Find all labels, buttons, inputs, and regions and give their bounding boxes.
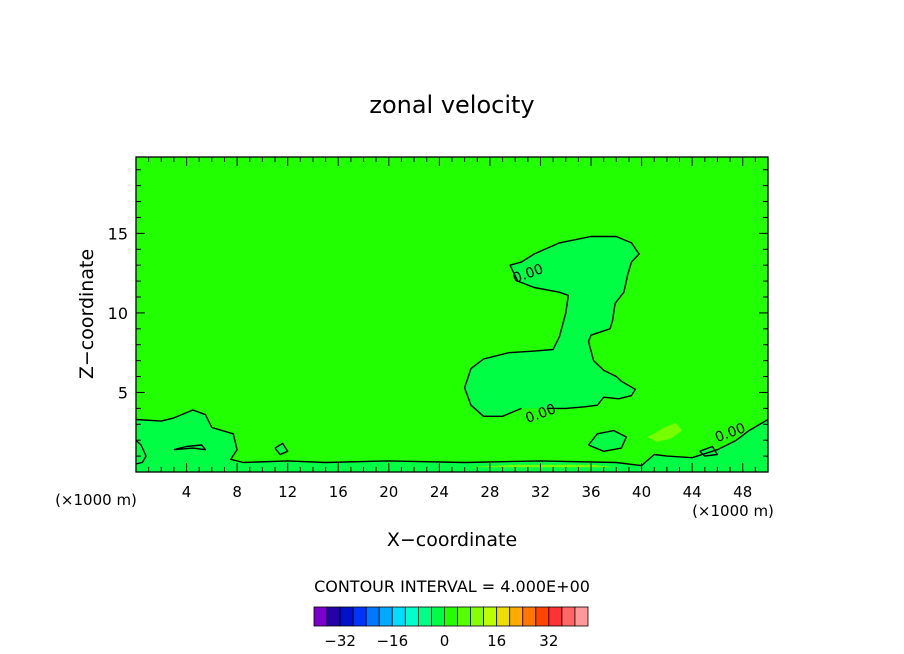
contour-lines <box>136 235 768 467</box>
colorbar-tick-label: −16 <box>376 632 408 650</box>
x-tick-label: 28 <box>480 483 499 501</box>
colorbar-swatch <box>404 606 419 627</box>
y-tick-label: 15 <box>108 224 128 243</box>
colorbar-swatch <box>339 606 354 627</box>
contour-line-4 <box>699 445 719 457</box>
colorbar-swatch <box>561 606 576 627</box>
contour-region-level-2-1 <box>136 410 768 472</box>
y-axis-ticks: 5 10 15 <box>108 169 768 457</box>
contour-line-0 <box>463 235 640 417</box>
x-tick-label: 4 <box>182 483 192 501</box>
colorbar-swatch <box>326 606 341 627</box>
contour-line-2 <box>587 429 628 452</box>
colorbar-swatch <box>548 606 563 627</box>
y-tick-label: 10 <box>108 304 128 323</box>
contour-region-level-2-0 <box>464 236 640 417</box>
contour-line-6 <box>136 439 147 465</box>
colorbar-swatch <box>313 606 328 627</box>
x-tick-label: 12 <box>278 483 297 501</box>
colorbar-tick-label: 0 <box>440 632 450 650</box>
colorbar-swatch <box>483 606 498 627</box>
colorbar <box>313 606 589 627</box>
colorbar-swatch <box>470 606 485 627</box>
x-tick-label: 40 <box>632 483 651 501</box>
colorbar-swatch <box>365 606 380 627</box>
x-tick-label: 32 <box>531 483 550 501</box>
x-tick-label: 24 <box>430 483 449 501</box>
colorbar-swatch <box>444 606 458 627</box>
colorbar-swatch <box>378 606 393 627</box>
y-tick-label: 5 <box>118 383 128 402</box>
contour-line-1 <box>136 409 768 467</box>
x-axis-label: X−coordinate <box>387 529 517 551</box>
y-axis-label: Z−coordinate <box>76 249 98 379</box>
colorbar-labels: −32 −16 0 16 32 <box>324 632 558 650</box>
x-axis-unit-right: (×1000 m) <box>692 502 774 520</box>
contour-region-level-2-2 <box>588 430 627 452</box>
colorbar-swatch <box>509 606 524 627</box>
contour-region-level-6-5 <box>647 422 682 442</box>
colorbar-tick-label: 16 <box>487 632 506 650</box>
x-axis-ticks: 4 8 12 16 20 24 28 32 36 40 44 48 <box>148 157 756 501</box>
colorbar-tick-label: −32 <box>324 632 356 650</box>
contour-fill-regions <box>136 236 768 472</box>
colorbar-swatch <box>391 606 406 627</box>
x-tick-label: 20 <box>379 483 398 501</box>
colorbar-swatch <box>352 606 367 627</box>
x-tick-label: 36 <box>581 483 600 501</box>
x-tick-label: 44 <box>683 483 702 501</box>
colorbar-swatch <box>417 606 432 627</box>
contour-line-3 <box>274 442 289 456</box>
colorbar-swatch <box>496 606 511 627</box>
chart-title: zonal velocity <box>369 91 534 119</box>
colorbar-tick-label: 32 <box>539 632 558 650</box>
colorbar-swatch <box>431 606 445 627</box>
x-tick-label: 8 <box>232 483 242 501</box>
contour-line-5 <box>173 444 207 451</box>
colorbar-swatch <box>457 606 471 627</box>
contour-interval-text: CONTOUR INTERVAL = 4.000E+00 <box>314 577 590 596</box>
x-tick-label: 48 <box>733 483 752 501</box>
colorbar-swatch <box>535 606 550 627</box>
x-axis-unit-left: (×1000 m) <box>55 491 137 509</box>
colorbar-swatch <box>574 606 589 627</box>
x-tick-label: 16 <box>329 483 348 501</box>
colorbar-swatch <box>522 606 537 627</box>
plot-area-background <box>136 157 768 472</box>
